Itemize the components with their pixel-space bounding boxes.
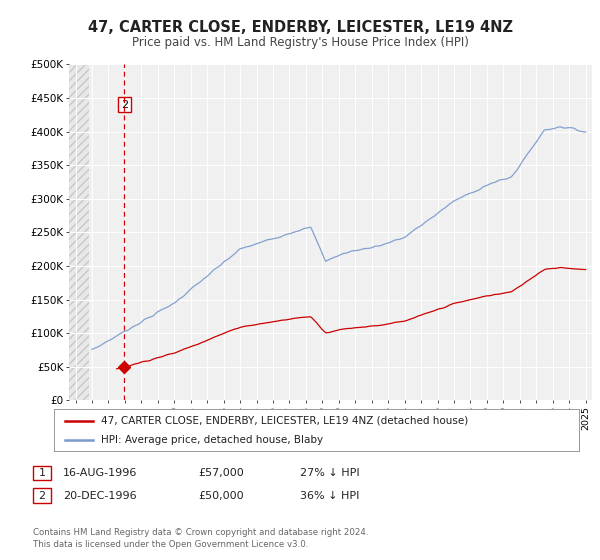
- Text: HPI: Average price, detached house, Blaby: HPI: Average price, detached house, Blab…: [101, 435, 323, 445]
- Text: £57,000: £57,000: [198, 468, 244, 478]
- Text: 36% ↓ HPI: 36% ↓ HPI: [300, 491, 359, 501]
- Text: 2: 2: [38, 491, 46, 501]
- Bar: [69, 64, 89, 400]
- Text: 1: 1: [38, 468, 46, 478]
- Text: £50,000: £50,000: [198, 491, 244, 501]
- Text: 16-AUG-1996: 16-AUG-1996: [63, 468, 137, 478]
- Text: 20-DEC-1996: 20-DEC-1996: [63, 491, 137, 501]
- Text: Contains HM Land Registry data © Crown copyright and database right 2024.
This d: Contains HM Land Registry data © Crown c…: [33, 528, 368, 549]
- Text: 47, CARTER CLOSE, ENDERBY, LEICESTER, LE19 4NZ: 47, CARTER CLOSE, ENDERBY, LEICESTER, LE…: [88, 20, 512, 35]
- Text: 47, CARTER CLOSE, ENDERBY, LEICESTER, LE19 4NZ (detached house): 47, CARTER CLOSE, ENDERBY, LEICESTER, LE…: [101, 416, 469, 426]
- Text: 2: 2: [121, 100, 128, 110]
- Text: Price paid vs. HM Land Registry's House Price Index (HPI): Price paid vs. HM Land Registry's House …: [131, 36, 469, 49]
- Bar: [69, 64, 89, 400]
- Text: 27% ↓ HPI: 27% ↓ HPI: [300, 468, 359, 478]
